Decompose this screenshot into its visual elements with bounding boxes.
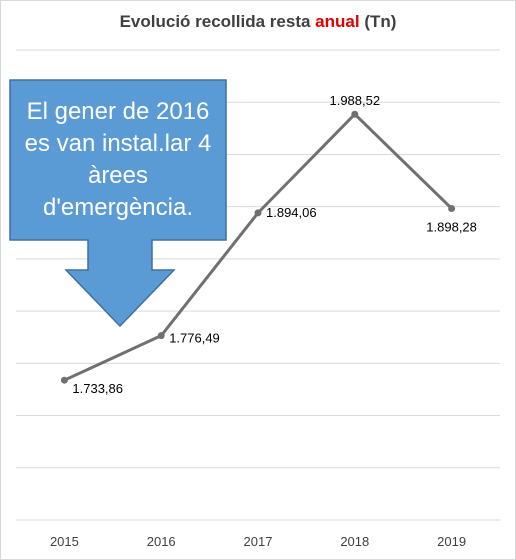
title-prefix: Evolució recollida resta [119,12,311,31]
callout-arrow-shape [9,79,227,328]
callout-arrow [9,79,227,328]
x-tick-2016: 2016 [147,534,176,549]
data-point-2019 [448,204,456,212]
data-label-2016: 1.776,49 [169,331,220,346]
data-label-2015: 1.733,86 [72,381,123,396]
series-line [60,110,456,384]
data-point-2016 [157,332,165,340]
x-tick-2015: 2015 [50,534,79,549]
data-label-2019: 1.898,28 [426,219,477,234]
title-suffix: (Tn) [364,12,397,31]
x-tick-2017: 2017 [244,534,273,549]
x-tick-2018: 2018 [340,534,369,549]
data-labels: 1.733,86 1.776,49 1.894,06 1.988,52 1.898,28 [72,93,477,396]
chart-title: Evolució recollida resta anual (Tn) [0,12,516,32]
title-highlight: anual [315,12,360,31]
x-tick-labels: 2015 2016 2017 2018 2019 [50,534,466,549]
data-label-2018: 1.988,52 [329,93,380,108]
data-point-2015 [60,376,68,384]
x-tick-2019: 2019 [437,534,466,549]
data-point-2018 [351,110,359,118]
data-point-2017 [254,209,262,217]
data-label-2017: 1.894,06 [266,205,317,220]
